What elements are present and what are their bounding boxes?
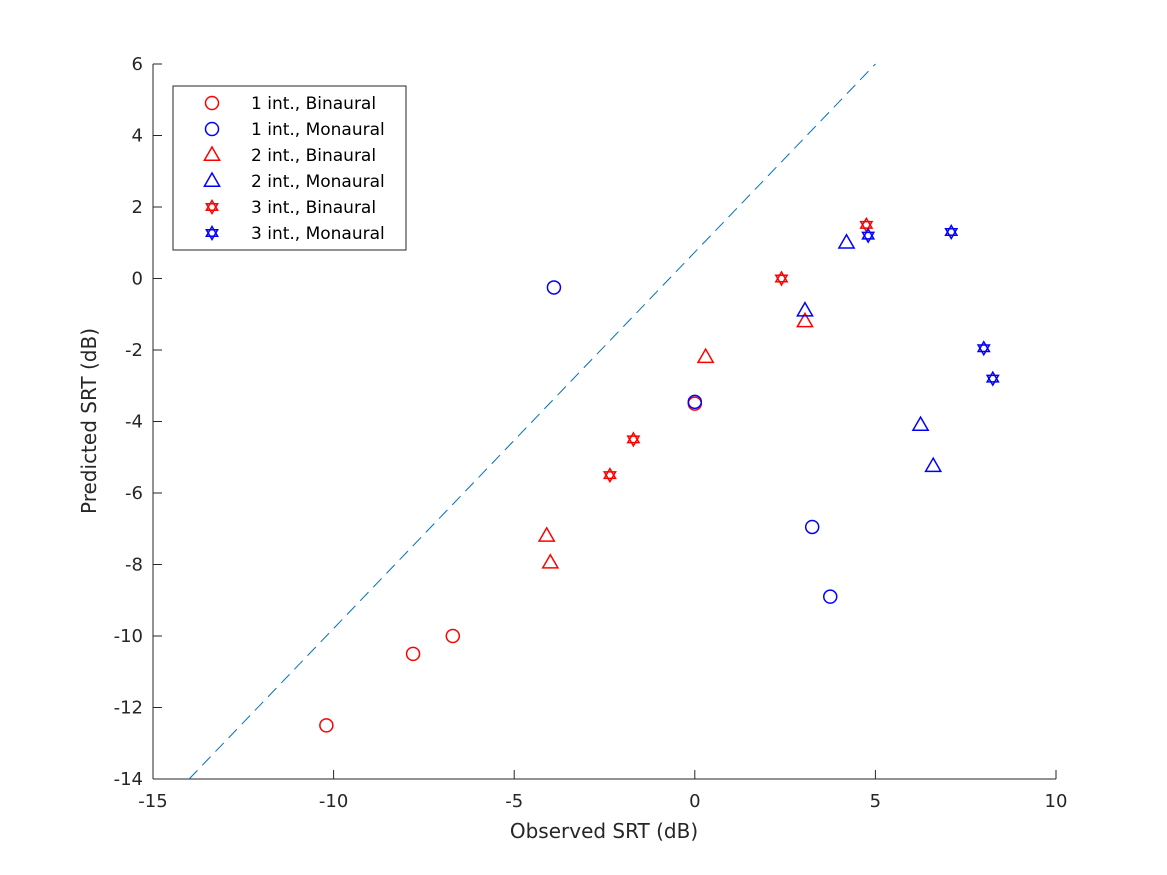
- x-axis-label: Observed SRT (dB): [510, 819, 698, 843]
- data-point: [976, 340, 991, 357]
- legend-label: 2 int., Monaural: [251, 172, 385, 192]
- legend-marker: [204, 121, 220, 137]
- legend-label: 1 int., Binaural: [251, 94, 376, 114]
- data-point: [804, 519, 820, 535]
- data-point: [861, 227, 876, 244]
- data-point: [537, 526, 556, 542]
- y-tick-label: -6: [125, 483, 143, 504]
- x-tick-label: -10: [319, 791, 348, 812]
- data-point: [796, 311, 814, 328]
- reference-line: [188, 63, 876, 780]
- data-point: [696, 347, 715, 364]
- x-tick-label: -5: [505, 791, 523, 812]
- y-tick-label: -2: [125, 340, 143, 361]
- data-point: [924, 456, 943, 473]
- y-tick-label: -14: [114, 769, 143, 790]
- legend-label: 3 int., Monaural: [251, 224, 385, 244]
- data-point: [626, 431, 641, 448]
- x-tick-label: 5: [870, 791, 881, 812]
- data-point: [837, 233, 856, 249]
- legend-marker: [203, 145, 221, 161]
- data-point: [859, 216, 874, 233]
- legend-label: 3 int., Binaural: [251, 198, 376, 218]
- x-tick-label: -15: [138, 791, 167, 812]
- y-tick-label: 4: [132, 126, 143, 147]
- x-tick-label: 10: [1045, 791, 1068, 812]
- data-point: [911, 415, 930, 432]
- axes: -15 -10 -5 0 5 10 -14 -12 -10 -8 -6 -4 -2 0 2 4 6: [114, 54, 1068, 812]
- x-tick-label: 0: [689, 791, 700, 812]
- y-tick-label: 2: [132, 197, 143, 218]
- legend-marker: [205, 199, 219, 215]
- data-point: [823, 589, 838, 604]
- data-point: [944, 224, 959, 241]
- reference-line-layer: [188, 63, 876, 780]
- y-tick-label: 0: [132, 269, 143, 290]
- data-point: [445, 628, 461, 644]
- legend-label: 2 int., Binaural: [251, 146, 376, 166]
- y-tick-label: -4: [125, 412, 143, 433]
- legend: 1 int., Binaural 1 int., Monaural 2 int., …: [172, 85, 407, 251]
- data-point: [796, 301, 814, 317]
- y-axis-label: Predicted SRT (dB): [77, 328, 101, 514]
- legend-marker: [205, 225, 219, 241]
- data-point: [319, 718, 334, 733]
- legend-label: 1 int., Monaural: [251, 120, 385, 140]
- data-point: [405, 646, 421, 662]
- data-point: [541, 553, 560, 569]
- legend-marker: [203, 171, 221, 187]
- data-point: [546, 280, 562, 295]
- y-tick-label: -12: [114, 698, 143, 719]
- data-point: [985, 370, 1000, 387]
- y-tick-label: -10: [114, 626, 143, 647]
- data-point: [687, 394, 703, 410]
- points-layer: [319, 216, 1000, 733]
- legend-marker: [204, 95, 220, 111]
- y-tick-label: 6: [132, 54, 143, 75]
- legend-box: [172, 85, 407, 251]
- y-tick-label: -8: [125, 555, 143, 576]
- data-point: [774, 270, 789, 287]
- data-point: [602, 467, 617, 484]
